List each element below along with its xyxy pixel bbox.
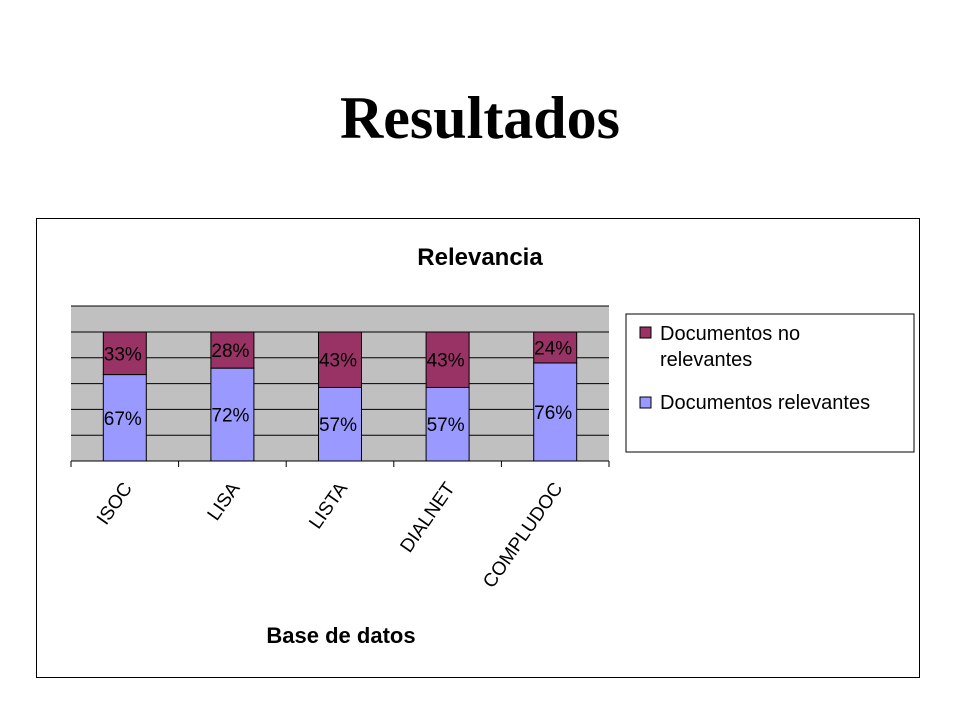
data-label: 67%	[104, 409, 142, 430]
x-axis-title: Base de datos	[266, 623, 415, 648]
x-axis: ISOC LISA LISTA DIALNET COMPLUDOC	[70, 460, 610, 592]
data-label: 72%	[211, 406, 249, 427]
bar-segment	[210, 331, 255, 369]
bar-segment	[425, 331, 470, 388]
data-label: 43%	[427, 351, 465, 372]
slide-title: Resultados	[339, 85, 621, 151]
legend-label-no-relevantes-line1: Documentos no	[660, 323, 800, 345]
bar-segment	[533, 362, 578, 462]
data-label: 33%	[104, 344, 142, 365]
data-label: 76%	[534, 403, 572, 424]
chart-title: Relevancia	[417, 244, 543, 271]
legend: Documentos no relevantes Documentos rele…	[625, 313, 915, 453]
legend-swatch-relevantes	[639, 396, 652, 409]
legend-swatch-no-relevantes	[639, 326, 652, 339]
x-tick-label: COMPLUDOC	[479, 479, 567, 592]
legend-label-no-relevantes-line2: relevantes	[660, 349, 752, 371]
x-tick-label: ISOC	[93, 479, 137, 529]
data-label: 28%	[211, 341, 249, 362]
data-label: 57%	[319, 415, 357, 436]
x-tick-label: DIALNET	[396, 479, 459, 557]
legend-box	[625, 313, 915, 453]
bars-group: 67% 33% 72% 28% 57% 43% 57% 43% 76% 24%	[102, 331, 578, 462]
data-label: 24%	[534, 338, 572, 359]
x-tick-label: LISA	[204, 479, 245, 525]
legend-label-relevantes: Documentos relevantes	[660, 392, 870, 414]
bar-segment	[533, 331, 578, 364]
x-tick-label: LISTA	[305, 479, 352, 533]
data-label: 43%	[319, 351, 357, 372]
bar-segment	[318, 331, 362, 388]
data-label: 57%	[427, 415, 465, 436]
bar-segment	[102, 331, 147, 376]
